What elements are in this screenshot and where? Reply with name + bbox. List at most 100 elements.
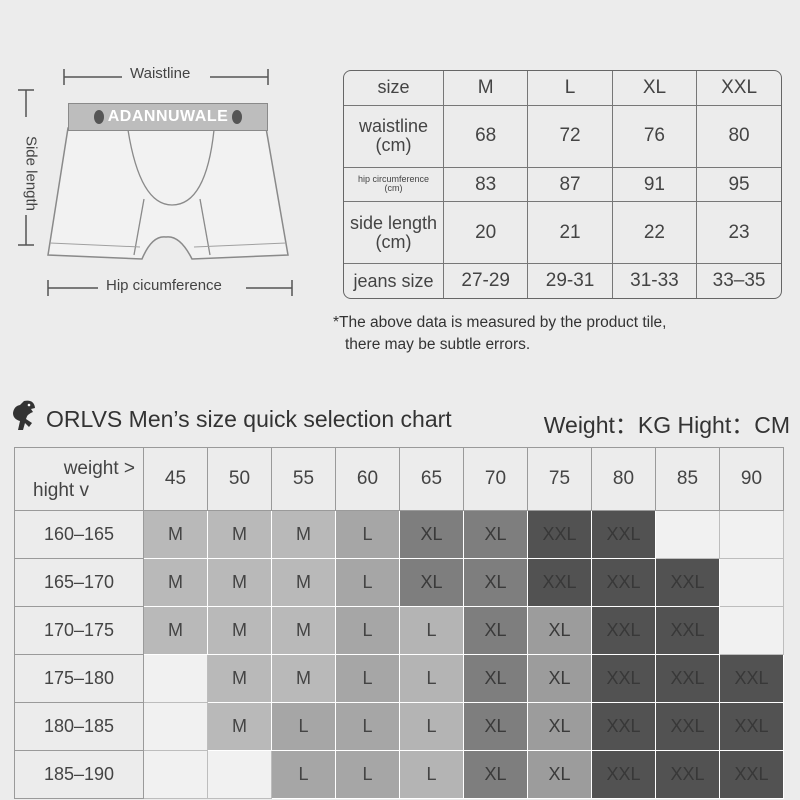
size-column-header-text: M [477, 76, 494, 98]
size-recommendation-cell: XXL [719, 750, 784, 799]
weight-column-header: 70 [463, 447, 528, 511]
note-line-2: there may be subtle errors. [345, 336, 531, 353]
note-line-1: *The above data is measured by the produ… [333, 314, 667, 331]
size-table-row: waistline (cm) 68 72 76 80 [344, 104, 781, 168]
garment-diagram: ADANNUWALE Waistline Side length Hip cic… [10, 55, 320, 305]
quick-chart-title: ORLVS Men’s size quick selection chart [46, 406, 452, 432]
measure-value: 21 [527, 201, 613, 265]
weight-column-header: 50 [207, 447, 272, 511]
size-recommendation-cell: XXL [655, 558, 720, 607]
weight-column-header: 60 [335, 447, 400, 511]
size-column-header-text: XXL [721, 76, 758, 98]
measure-label: waistline (cm) [344, 104, 444, 168]
measure-value: 91 [611, 166, 698, 203]
size-recommendation-cell: XL [399, 510, 464, 559]
weight-column-header: 90 [719, 447, 784, 511]
size-recommendation-cell: XXL [527, 558, 592, 607]
size-column-header: L [527, 71, 613, 106]
waistband-brand: ADANNUWALE [68, 103, 268, 131]
size-recommendation-cell: M [207, 702, 272, 751]
size-recommendation-cell: L [399, 654, 464, 703]
weight-column-header: 85 [655, 447, 720, 511]
measure-value: 27-29 [442, 263, 529, 298]
height-row: 170–175 M M M L L XL XL XXL XXL [14, 606, 784, 655]
size-recommendation-cell: L [271, 750, 336, 799]
size-recommendation-cell: M [143, 510, 208, 559]
size-recommendation-cell [655, 510, 720, 559]
weight-column-header: 75 [527, 447, 592, 511]
size-recommendation-cell: XXL [591, 654, 656, 703]
height-row: 165–170 M M M L XL XL XXL XXL XXL [14, 558, 784, 607]
measure-value-text: 72 [559, 125, 581, 147]
size-recommendation-cell: XXL [719, 702, 784, 751]
size-table-row: side length (cm) 20 21 22 23 [344, 201, 781, 265]
size-recommendation-cell: XL [463, 702, 528, 751]
size-recommendation-cell: L [399, 606, 464, 655]
weight-axis-label: weight > [63, 458, 135, 479]
measure-label-text: hip circumference (cm) [357, 174, 430, 194]
boxer-outline-icon [18, 69, 293, 296]
height-row-label: 175–180 [14, 654, 144, 703]
measure-value-text: 29-31 [545, 270, 595, 292]
size-recommendation-cell: XXL [527, 510, 592, 559]
measure-value-text: 21 [559, 221, 581, 243]
quick-chart-header: ORLVS Men’s size quick selection chart W… [10, 395, 790, 438]
measure-value: 68 [442, 104, 529, 168]
size-table-row: hip circumference (cm) 83 87 91 95 [344, 166, 781, 203]
measure-value-text: 23 [728, 221, 750, 243]
size-recommendation-cell: XXL [655, 750, 720, 799]
size-recommendation-cell: XXL [719, 654, 784, 703]
size-column-header: XXL [696, 71, 781, 106]
measure-value-text: 22 [643, 221, 665, 243]
size-recommendation-cell: XXL [655, 702, 720, 751]
height-row: 185–190 L L L XL XL XXL XXL XXL [14, 750, 784, 799]
measure-value-text: 68 [475, 125, 497, 147]
measure-value: 29-31 [527, 263, 613, 298]
measure-value: 76 [611, 104, 698, 168]
size-recommendation-cell: XXL [591, 510, 656, 559]
measure-value: 72 [527, 104, 613, 168]
size-recommendation-cell: M [271, 606, 336, 655]
size-recommendation-cell: L [335, 606, 400, 655]
height-row: 160–165 M M M L XL XL XXL XXL [14, 510, 784, 559]
measure-value: 22 [611, 201, 698, 265]
size-recommendation-cell: XXL [591, 750, 656, 799]
size-recommendation-cell: XL [463, 510, 528, 559]
size-recommendation-cell: XL [399, 558, 464, 607]
measure-label: side length (cm) [344, 201, 444, 265]
size-recommendation-cell: XL [463, 654, 528, 703]
weight-column-header: 65 [399, 447, 464, 511]
size-recommendation-cell: M [207, 654, 272, 703]
weight-column-header: 55 [271, 447, 336, 511]
size-recommendation-cell: L [335, 510, 400, 559]
height-row-label: 160–165 [14, 510, 144, 559]
size-recommendation-cell [143, 702, 208, 751]
height-row-label: 170–175 [14, 606, 144, 655]
measure-value-text: 83 [475, 173, 497, 195]
size-header-label-text: size [377, 77, 410, 98]
size-column-header-text: L [564, 76, 576, 98]
measure-value: 80 [696, 104, 781, 168]
size-table-header-row: size M L XL XXL [344, 71, 781, 106]
size-recommendation-cell: M [207, 606, 272, 655]
measure-value: 20 [442, 201, 529, 265]
size-recommendation-cell: XXL [655, 654, 720, 703]
size-recommendation-cell: XXL [591, 702, 656, 751]
leaf-icon [93, 110, 104, 124]
dinosaur-logo-icon [13, 400, 35, 430]
measure-value: 87 [527, 166, 613, 203]
size-recommendation-cell: XL [463, 606, 528, 655]
quick-chart-units: Weight：KG Hight：CM [543, 412, 790, 438]
size-recommendation-cell: XXL [591, 606, 656, 655]
measure-value-text: 80 [728, 125, 750, 147]
measure-value-text: 27-29 [461, 270, 510, 292]
waistline-label: Waistline [126, 65, 195, 82]
measure-value: 23 [696, 201, 781, 265]
measure-value-text: 20 [475, 221, 497, 243]
measure-label-text: jeans size [353, 270, 434, 291]
size-recommendation-cell: XXL [591, 558, 656, 607]
measure-value-text: 31-33 [630, 270, 679, 292]
side-length-label: Side length [22, 135, 40, 212]
size-recommendation-cell: L [335, 750, 400, 799]
size-recommendation-cell: XL [527, 654, 592, 703]
